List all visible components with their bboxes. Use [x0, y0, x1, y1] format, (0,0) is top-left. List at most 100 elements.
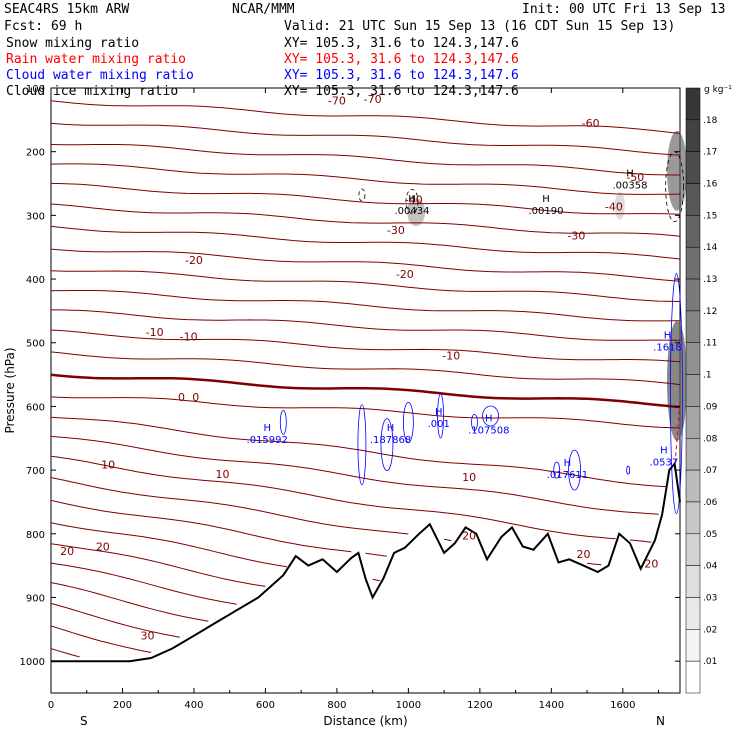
maximum-value: .017611 [547, 470, 588, 481]
colorbar-tick-label: .1 [703, 371, 712, 381]
isotherm-label: 10 [462, 471, 476, 484]
y-tick-label: 200 [26, 148, 45, 159]
isotherm-label: -20 [185, 254, 203, 267]
y-tick-label: 100 [26, 84, 45, 95]
cloud-water-contour [553, 461, 561, 479]
colorbar-cell [685, 342, 701, 375]
isotherm-line [50, 270, 681, 302]
isotherm-label: 0 [192, 391, 199, 404]
maximum-value: .015992 [247, 435, 288, 446]
isotherm-label: -20 [396, 268, 414, 281]
colorbar-cell [685, 533, 701, 566]
maximum-value: .0537 [650, 457, 679, 468]
isotherm-line [50, 163, 681, 195]
x-axis-south-label: S [80, 714, 88, 728]
y-tick-label: 700 [26, 466, 45, 477]
legend-field-label: Snow mixing ratio [6, 36, 139, 51]
valid-time: Valid: 21 UTC Sun 15 Sep 13 (16 CDT Sun … [284, 19, 675, 34]
colorbar-tick-label: .08 [703, 434, 718, 444]
terrain [51, 461, 681, 663]
colorbar-unit: g kg⁻¹ [704, 85, 732, 95]
isotherm-line [50, 182, 681, 215]
colorbar-tick-label: .03 [703, 593, 717, 603]
colorbar-tick-label: .17 [703, 148, 717, 158]
maximum-letter: H [542, 194, 550, 205]
plot-frame [50, 87, 681, 694]
legend-field-xy: XY= 105.3, 31.6 to 124.3,147.6 [284, 84, 519, 99]
colorbar-cell [685, 310, 701, 343]
cloud-ice-shading-blob [667, 130, 687, 211]
y-tick-label: 400 [26, 275, 45, 286]
isotherm-line [50, 648, 80, 658]
x-axis: 0 200 400 600 800 1000 1200 1400 1600 [48, 88, 660, 711]
isotherm-label: -70 [364, 93, 382, 106]
colorbar-cell [685, 151, 701, 184]
isotherm-label: 10 [101, 458, 115, 471]
isotherm-label: 20 [462, 530, 476, 543]
cloud-water-contour [482, 405, 499, 427]
colorbar-cell [685, 278, 701, 312]
isotherm-label: -50 [626, 171, 644, 184]
colorbar-tick-label: .05 [703, 530, 717, 540]
isotherm-label: -10 [146, 326, 164, 339]
maximum-value: .00358 [612, 180, 647, 191]
isotherm-label: -60 [582, 117, 600, 130]
colorbar: .01 .02 .03 .04 .05 .06 .07 .08 .09 .1 .11 .12 .13 .1… [685, 87, 718, 694]
cloud-water-contour [437, 393, 444, 439]
colorbar-tick-label: .07 [703, 466, 717, 476]
isotherm-label: -40 [605, 200, 623, 213]
maxima-labels: H.00434H.00190H.00358H.015992H.187868H.0… [247, 168, 682, 481]
isotherm-line [50, 225, 681, 260]
cloud-ice-shading-blob [407, 198, 426, 227]
colorbar-tick-label: .04 [703, 562, 718, 572]
maximum-letter: H [435, 407, 443, 418]
maximum-value: .187868 [370, 435, 411, 446]
colorbar-tick-label: .06 [703, 498, 718, 508]
cloud-water-contour [380, 418, 394, 472]
isotherm-label: -30 [387, 224, 405, 237]
isotherm-label: 20 [644, 558, 658, 571]
maximum-letter: H [626, 168, 634, 179]
isotherm-line [50, 203, 681, 237]
colorbar-tick-label: .14 [703, 243, 718, 253]
isotherm-label: 20 [96, 541, 110, 554]
x-tick-label: 1200 [467, 700, 492, 711]
isotherm-line [50, 351, 681, 386]
plot-area: -70 -70 -60 -50 -40 -40 -30 -30 -20 -20 -10 -10 -10 0… [50, 87, 687, 694]
colorbar-tick-label: .13 [703, 275, 717, 285]
colorbar-tick-label: .18 [703, 116, 718, 126]
cloud-water-contour [402, 401, 414, 443]
colorbar-cell [685, 660, 701, 694]
cloud-water-contour [670, 273, 683, 515]
cloud-water-contours [279, 273, 683, 515]
isotherm-line [50, 248, 681, 282]
maximum-letter: H [485, 414, 493, 425]
cloud-water-contour [568, 449, 581, 491]
maximum-letter: H [564, 458, 572, 469]
isotherm-label: 0 [178, 391, 185, 404]
y-tick-label: 600 [26, 402, 45, 413]
colorbar-tick-label: .15 [703, 211, 717, 221]
isotherm-line [50, 477, 602, 566]
x-tick-label: 1600 [610, 700, 635, 711]
colorbar-cell [685, 119, 701, 152]
x-tick-label: 1400 [539, 700, 564, 711]
isotherm-line [50, 499, 387, 557]
isotherm-line [50, 144, 680, 176]
isotherm-line [50, 602, 180, 638]
field-legend: Snow mixing ratio XY= 105.3, 31.6 to 124.… [6, 36, 519, 99]
isotherm-line [50, 625, 152, 653]
x-tick-label: 400 [184, 700, 203, 711]
colorbar-tick-label: .11 [703, 339, 717, 349]
colorbar-cell [685, 438, 701, 471]
y-tick-label: 500 [26, 339, 45, 350]
x-tick-label: 0 [48, 700, 54, 711]
colorbar-tick-label: .16 [703, 180, 718, 190]
model-title: SEAC4RS 15km ARW [4, 2, 129, 17]
colorbar-tick-label: .12 [703, 307, 717, 317]
isotherm-label: 20 [577, 548, 591, 561]
y-axis-label: Pressure (hPa) [3, 347, 17, 433]
terrain-surface [51, 461, 681, 663]
